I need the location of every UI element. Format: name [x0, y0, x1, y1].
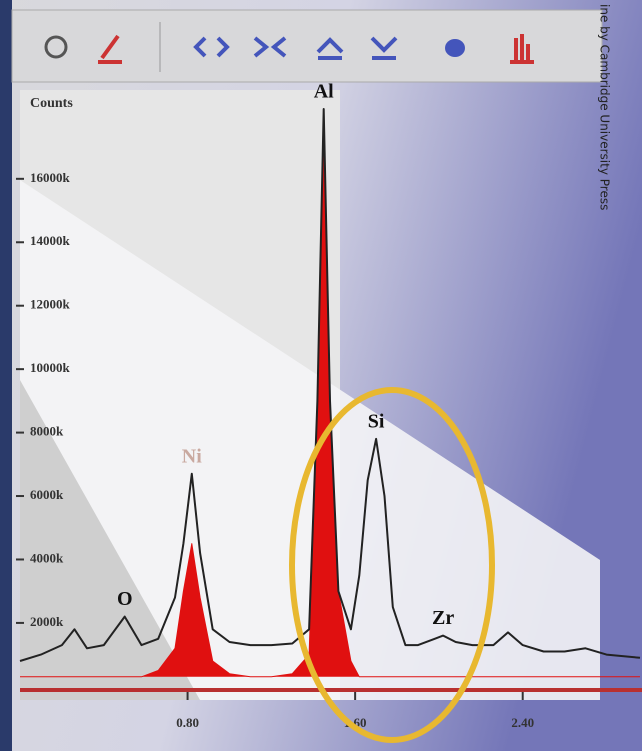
toolbar [12, 10, 602, 82]
toolbar-bg [12, 10, 602, 82]
peak-label: Al [314, 81, 334, 103]
y-tick-label: 8000k [30, 424, 64, 439]
y-tick-label: 16000k [30, 170, 71, 185]
chart: Counts 2000k 4000k 6000k 8000k 10000k 12000k 1… [0, 0, 642, 751]
y-tick-label: 12000k [30, 297, 71, 312]
peak-label: Zr [432, 607, 454, 629]
y-tick-label: 4000k [30, 550, 64, 565]
y-tick-label: 14000k [30, 233, 71, 248]
x-tick-label: 2.40 [511, 715, 534, 730]
y-tick-label: 6000k [30, 487, 64, 502]
peak-label: O [117, 588, 133, 610]
x-tick-label: 0.80 [176, 715, 199, 730]
peak-label: Si [368, 411, 385, 433]
left-edge [0, 0, 12, 751]
y-tick-label: 10000k [30, 360, 71, 375]
page: Counts 2000k 4000k 6000k 8000k 10000k 12000k 1… [0, 0, 642, 751]
y-tick-label: 2000k [30, 614, 64, 629]
y-axis-label: Counts [30, 96, 73, 111]
credit: ine by Cambridge University Press [598, 4, 612, 210]
peak-label: Ni [182, 445, 202, 467]
tool-icon[interactable] [445, 39, 465, 57]
